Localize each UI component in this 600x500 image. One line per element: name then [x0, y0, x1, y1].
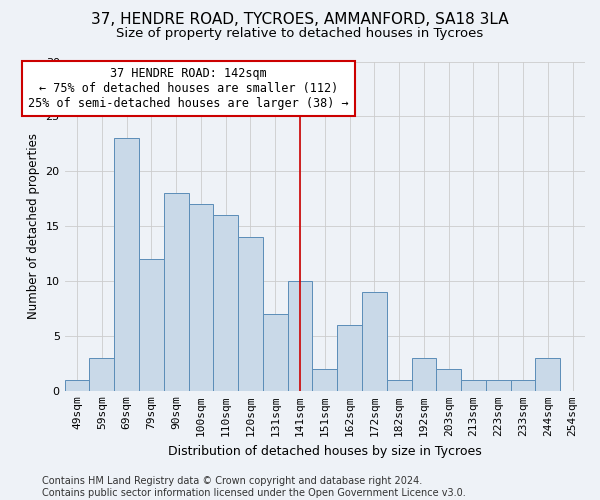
Text: Size of property relative to detached houses in Tycroes: Size of property relative to detached ho…: [116, 28, 484, 40]
Bar: [139, 259, 164, 391]
X-axis label: Distribution of detached houses by size in Tycroes: Distribution of detached houses by size …: [168, 444, 482, 458]
Bar: [164, 193, 188, 391]
Text: 37 HENDRE ROAD: 142sqm
← 75% of detached houses are smaller (112)
25% of semi-de: 37 HENDRE ROAD: 142sqm ← 75% of detached…: [28, 67, 349, 110]
Bar: [287, 281, 313, 391]
Bar: [486, 380, 511, 391]
Bar: [535, 358, 560, 391]
Bar: [213, 215, 238, 391]
Bar: [337, 325, 362, 391]
Bar: [114, 138, 139, 391]
Bar: [263, 314, 287, 391]
Bar: [511, 380, 535, 391]
Bar: [436, 369, 461, 391]
Bar: [89, 358, 114, 391]
Text: 37, HENDRE ROAD, TYCROES, AMMANFORD, SA18 3LA: 37, HENDRE ROAD, TYCROES, AMMANFORD, SA1…: [91, 12, 509, 28]
Bar: [313, 369, 337, 391]
Bar: [387, 380, 412, 391]
Bar: [188, 204, 213, 391]
Y-axis label: Number of detached properties: Number of detached properties: [27, 133, 40, 319]
Bar: [65, 380, 89, 391]
Bar: [461, 380, 486, 391]
Bar: [238, 237, 263, 391]
Bar: [362, 292, 387, 391]
Bar: [412, 358, 436, 391]
Text: Contains HM Land Registry data © Crown copyright and database right 2024.
Contai: Contains HM Land Registry data © Crown c…: [42, 476, 466, 498]
